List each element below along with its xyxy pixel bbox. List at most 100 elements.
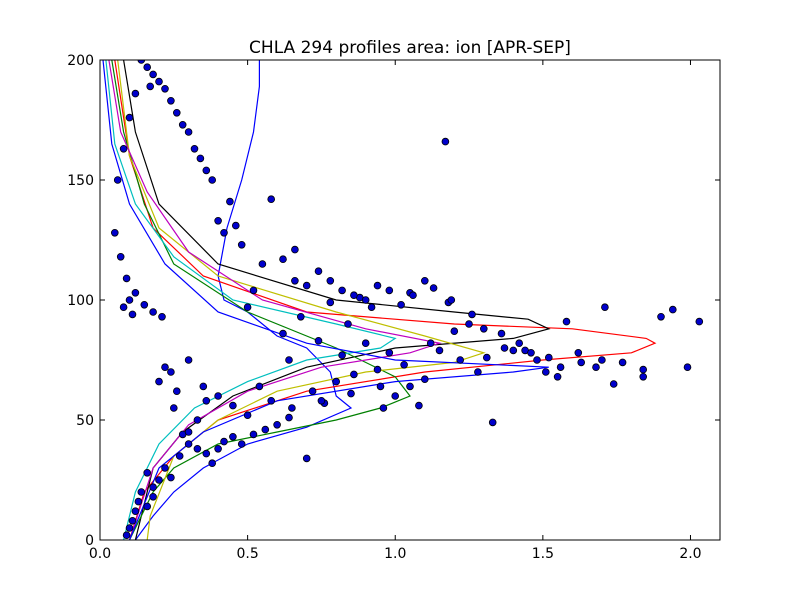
data-point [350,291,358,300]
data-point [214,444,222,453]
plot-frame [99,59,721,541]
data-point [202,449,211,458]
profile-line-7 [108,60,442,540]
data-point [149,483,157,492]
y-tick-label: 50 [76,413,94,429]
axis-ticks: 0.0 0.5 1.0 1.5 2.0 0 50 100 150 200 [67,53,720,562]
data-point [376,382,385,391]
data-point [249,286,258,295]
x-tick-label: 1.0 [384,546,406,562]
data-point [657,312,665,321]
data-point [373,281,382,290]
data-point [131,89,140,98]
data-point [119,145,128,153]
data-point [202,166,211,175]
data-point [137,488,146,496]
data-point [553,372,562,381]
data-point [199,382,208,391]
data-point [279,329,287,338]
data-point [456,356,465,364]
data-point [131,288,140,297]
data-point [291,245,299,254]
data-point [509,346,518,355]
data-point [193,416,202,424]
y-tick-label: 100 [67,293,94,309]
data-point [113,176,122,184]
data-point [609,380,618,388]
data-point [415,401,423,410]
data-point [137,60,146,64]
data-point [302,454,311,463]
data-point [143,502,152,511]
data-point [237,241,246,249]
data-point [544,353,553,362]
data-point [406,382,414,391]
data-point [167,473,175,482]
data-point [184,356,193,364]
data-point [350,370,358,379]
data-point [385,286,394,295]
data-point [202,396,211,405]
data-point [255,382,264,391]
data-point [143,63,152,71]
data-point [149,70,157,79]
data-point [149,308,157,316]
data-point [450,327,459,336]
data-point [468,310,476,319]
data-point [119,303,128,312]
data-point [317,396,326,405]
data-point [397,300,405,309]
profile-line-4 [111,60,411,540]
data-point [332,377,341,386]
data-point [479,324,488,333]
data-point [158,312,166,321]
data-point [668,305,677,314]
data-point [373,365,382,374]
data-point [391,392,400,400]
data-point [258,260,267,268]
y-tick-label: 0 [85,533,94,549]
data-point [184,128,193,136]
data-point [465,320,473,328]
data-point [302,281,311,290]
data-point [447,296,456,304]
data-point [592,363,600,372]
data-point [214,392,222,400]
x-tick-label: 0.0 [89,546,111,562]
data-point [500,344,509,352]
x-tick-label: 1.5 [532,546,554,562]
data-point [267,396,276,405]
data-point [420,276,429,285]
data-point [326,276,335,285]
data-point [291,276,299,285]
data-point [361,339,370,348]
data-point [279,255,287,264]
data-point [125,113,134,122]
data-point [146,82,155,91]
data-point [344,320,352,328]
data-point [482,353,491,362]
data-point [173,387,181,396]
data-point [193,444,202,453]
data-point [601,303,609,312]
data-point [639,372,647,381]
data-point [285,413,293,422]
data-point [116,252,125,261]
data-point [556,363,565,372]
data-point [143,468,152,477]
profile-line-6 [105,60,397,540]
data-point [208,176,217,184]
chart-title: CHLA 294 profiles area: ion [APR-SEP] [249,38,571,58]
data-point [562,317,571,326]
profile-line-1 [134,60,353,540]
data-point [226,197,234,206]
data-point [308,387,317,396]
profile-line-2 [114,60,657,540]
data-point [285,356,293,364]
data-point [155,377,163,386]
data-point [161,363,169,372]
data-point [208,459,217,468]
data-point [326,298,335,307]
data-point [214,217,222,225]
data-point [111,229,119,237]
